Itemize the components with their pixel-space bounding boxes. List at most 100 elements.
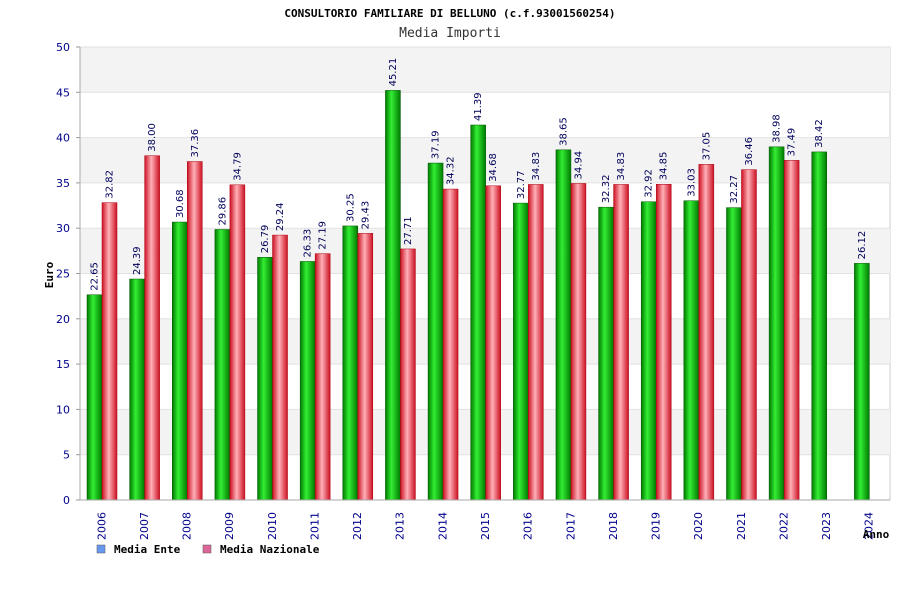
bar-media-nazionale-2008 [187, 161, 203, 501]
value-label: 34.32 [446, 156, 457, 185]
bar-media-nazionale-2021 [741, 169, 757, 501]
x-tick-label: 2016 [522, 512, 535, 540]
value-label: 37.36 [190, 129, 201, 158]
value-label: 32.92 [644, 169, 655, 198]
value-label: 34.83 [531, 152, 542, 181]
bar-media-nazionale-2022 [783, 160, 800, 501]
bar-media-ente-2014 [427, 162, 444, 501]
bar-media-ente-2012 [342, 225, 359, 501]
chart-title: CONSULTORIO FAMILIARE DI BELLUNO (c.f.93… [284, 7, 615, 20]
bar-media-nazionale-2018 [613, 184, 629, 501]
value-label: 27.71 [403, 216, 414, 245]
value-label: 34.85 [659, 152, 670, 181]
chart-subtitle: Media Importi [399, 26, 501, 41]
value-label: 37.49 [787, 128, 798, 157]
bar-media-nazionale-2006 [101, 202, 118, 501]
value-label: 34.83 [616, 152, 627, 181]
y-tick-label: 20 [56, 313, 70, 326]
x-tick-label: 2010 [266, 512, 279, 540]
bar-media-ente-2006 [86, 294, 103, 501]
x-axis-label: Anno [863, 528, 890, 541]
x-tick-label: 2019 [650, 512, 663, 540]
value-label: 26.79 [260, 225, 271, 254]
legend-swatch-media-ente [96, 544, 106, 554]
value-label: 34.68 [488, 153, 499, 182]
legend-label-media-nazionale: Media Nazionale [220, 543, 320, 556]
y-axis-label: Euro [43, 261, 56, 288]
y-tick-label: 50 [56, 41, 70, 54]
y-tick-label: 30 [56, 222, 70, 235]
legend: Media Ente Media Nazionale [96, 543, 320, 556]
y-tick-label: 35 [56, 177, 70, 190]
bar-media-nazionale-2012 [357, 233, 374, 501]
bar-media-ente-2015 [470, 124, 486, 501]
bar-media-ente-2016 [513, 202, 529, 501]
bar-media-nazionale-2009 [229, 184, 246, 501]
value-label: 34.79 [232, 152, 243, 181]
value-label: 37.19 [431, 130, 442, 159]
bar-media-nazionale-2011 [314, 253, 331, 501]
x-tick-label: 2013 [394, 512, 407, 540]
value-label: 30.68 [175, 189, 186, 218]
value-label: 29.43 [360, 201, 371, 230]
bars [86, 90, 870, 501]
x-tick-label: 2014 [436, 512, 449, 540]
value-label: 30.25 [345, 193, 356, 222]
bar-media-ente-2023 [811, 151, 827, 501]
bar-media-nazionale-2013 [400, 248, 416, 501]
bar-media-nazionale-2010 [272, 234, 288, 501]
x-tick-label: 2024 [863, 512, 876, 540]
bar-media-ente-2021 [726, 207, 742, 501]
value-label: 32.27 [729, 175, 740, 204]
value-label: 38.98 [772, 114, 783, 143]
x-tick-label: 2009 [223, 512, 236, 540]
value-label: 45.21 [388, 58, 399, 87]
value-labels: 22.65 32.82 24.39 38.00 30.68 37.36 29.86 34.79… [90, 58, 868, 291]
x-tick-label: 2012 [351, 512, 364, 540]
x-tick-label: 2018 [607, 512, 620, 540]
bar-media-nazionale-2020 [698, 164, 715, 501]
value-label: 38.42 [814, 119, 825, 148]
bar-media-ente-2009 [214, 229, 231, 501]
value-label: 32.82 [105, 170, 116, 199]
value-label: 36.46 [744, 137, 755, 166]
value-label: 34.94 [573, 151, 584, 180]
value-label: 32.32 [601, 175, 612, 204]
bar-media-ente-2022 [768, 146, 785, 501]
value-label: 29.86 [217, 197, 228, 226]
x-tick-label: 2007 [138, 512, 151, 540]
bar-media-ente-2011 [299, 261, 316, 501]
y-tick-label: 40 [56, 132, 70, 145]
bar-media-ente-2018 [598, 206, 614, 501]
bar-media-ente-2019 [640, 201, 657, 501]
bar-media-ente-2013 [385, 90, 401, 501]
value-label: 29.24 [275, 202, 286, 231]
value-label: 33.03 [686, 168, 697, 197]
bar-media-nazionale-2014 [442, 188, 459, 501]
x-tick-label: 2022 [777, 512, 790, 540]
y-tick-label: 45 [56, 86, 70, 99]
value-label: 24.39 [132, 246, 143, 275]
grid-band [80, 47, 890, 93]
value-label: 26.12 [857, 231, 868, 260]
y-tick-label: 10 [56, 403, 70, 416]
value-label: 37.05 [701, 132, 712, 161]
x-tick-label: 2023 [820, 512, 833, 540]
x-tick-label: 2011 [308, 512, 321, 540]
bar-media-ente-2007 [129, 278, 145, 501]
bar-media-ente-2020 [683, 200, 700, 501]
value-label: 22.65 [90, 262, 101, 291]
y-tick-label: 25 [56, 268, 70, 281]
value-label: 32.77 [516, 170, 527, 199]
bar-media-nazionale-2019 [655, 184, 672, 501]
legend-label-media-ente: Media Ente [114, 543, 181, 556]
y-tick-label: 5 [63, 449, 70, 462]
bar-media-ente-2017 [555, 149, 572, 501]
bar-media-nazionale-2016 [528, 184, 544, 501]
value-label: 27.19 [318, 221, 329, 250]
x-tick-label: 2006 [95, 512, 108, 540]
legend-swatch-media-nazionale [202, 544, 212, 554]
y-tick-label: 0 [63, 494, 70, 507]
value-label: 38.65 [558, 117, 569, 146]
